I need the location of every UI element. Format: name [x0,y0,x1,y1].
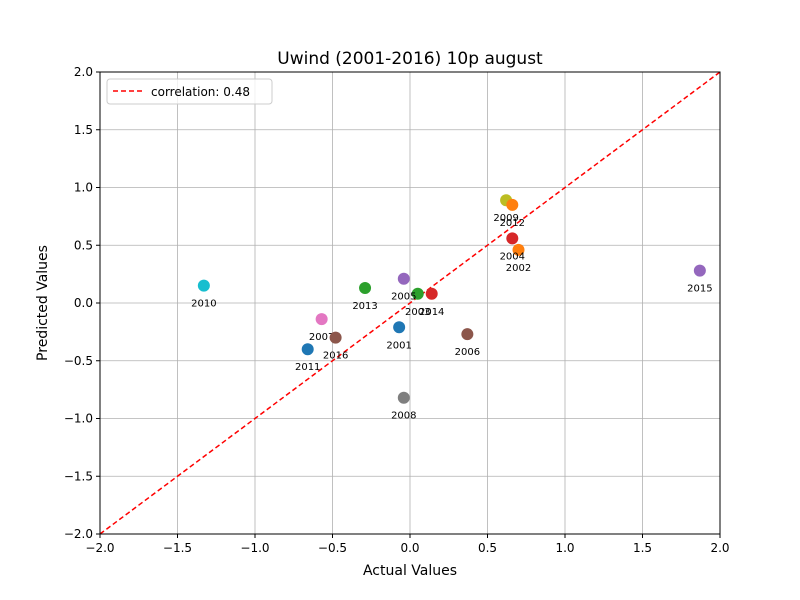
data-point-2005 [397,272,410,285]
y-tick-label: 0.5 [74,238,93,252]
legend: correlation: 0.48 [106,78,273,105]
data-point-2012 [506,198,519,211]
point-label-2002: 2002 [506,263,531,274]
data-point-2016 [329,331,342,344]
x-tick-label: 0.5 [478,541,497,555]
point-label-2009: 2009 [493,213,518,224]
y-tick-label: −0.5 [64,354,93,368]
point-label-2006: 2006 [455,347,480,358]
x-tick-label: 2.0 [710,541,729,555]
x-tick-label: −1.0 [240,541,269,555]
legend-label: correlation: 0.48 [151,85,250,99]
data-point-2011 [301,343,314,356]
chart-title: Uwind (2001-2016) 10p august [277,49,543,69]
data-point-2001 [393,321,406,334]
x-tick-label: 1.5 [633,541,652,555]
point-label-2014: 2014 [419,307,444,318]
reference-line-group [99,71,721,535]
point-label-2016: 2016 [323,351,348,362]
data-point-2013 [359,281,372,294]
x-tick-label: −1.5 [163,541,192,555]
x-tick-label: −2.0 [85,541,114,555]
point-label-2013: 2013 [352,301,377,312]
points-group: 2001 2002 2003 2004 2005 2006 2007 2008 2009 2010… [191,194,713,422]
y-tick-label: −1.5 [64,469,93,483]
point-label-2007: 2007 [309,332,334,343]
data-point-2010 [197,279,210,292]
data-point-2008 [397,391,410,404]
point-label-2003: 2003 [405,307,430,318]
y-tick-label: 0.0 [74,296,93,310]
y-tick-label: −2.0 [64,527,93,541]
x-tick-label: −0.5 [318,541,347,555]
point-label-2011: 2011 [295,362,320,373]
x-tick-label: 0.0 [400,541,419,555]
data-point-2006 [461,328,474,341]
data-point-2004 [506,232,519,245]
x-tick-label: 1.0 [555,541,574,555]
point-label-2015: 2015 [687,284,712,295]
data-point-2014 [425,287,438,300]
data-point-2002 [512,243,525,256]
point-label-2001: 2001 [386,340,411,351]
point-label-2008: 2008 [391,411,416,422]
data-point-2015 [693,264,706,277]
x-axis-label: Actual Values [363,563,457,579]
data-point-2003 [411,287,424,300]
axis-ticks: −2.0 −1.5 −1.0 −0.5 0.0 0.5 1.0 1.5 2.0 −2.0 −1.5 −… [64,65,730,555]
point-label-2012: 2012 [500,218,525,229]
data-point-2007 [315,313,328,326]
y-tick-label: 2.0 [74,65,93,79]
y-tick-label: 1.5 [74,123,93,137]
point-label-2005: 2005 [391,292,416,303]
legend-box [106,78,273,105]
y-tick-label: −1.0 [64,412,93,426]
y-axis-label: Predicted Values [35,245,51,361]
reference-line [99,71,721,535]
point-label-2010: 2010 [191,299,216,310]
y-tick-label: 1.0 [74,181,93,195]
point-label-2004: 2004 [500,251,525,262]
